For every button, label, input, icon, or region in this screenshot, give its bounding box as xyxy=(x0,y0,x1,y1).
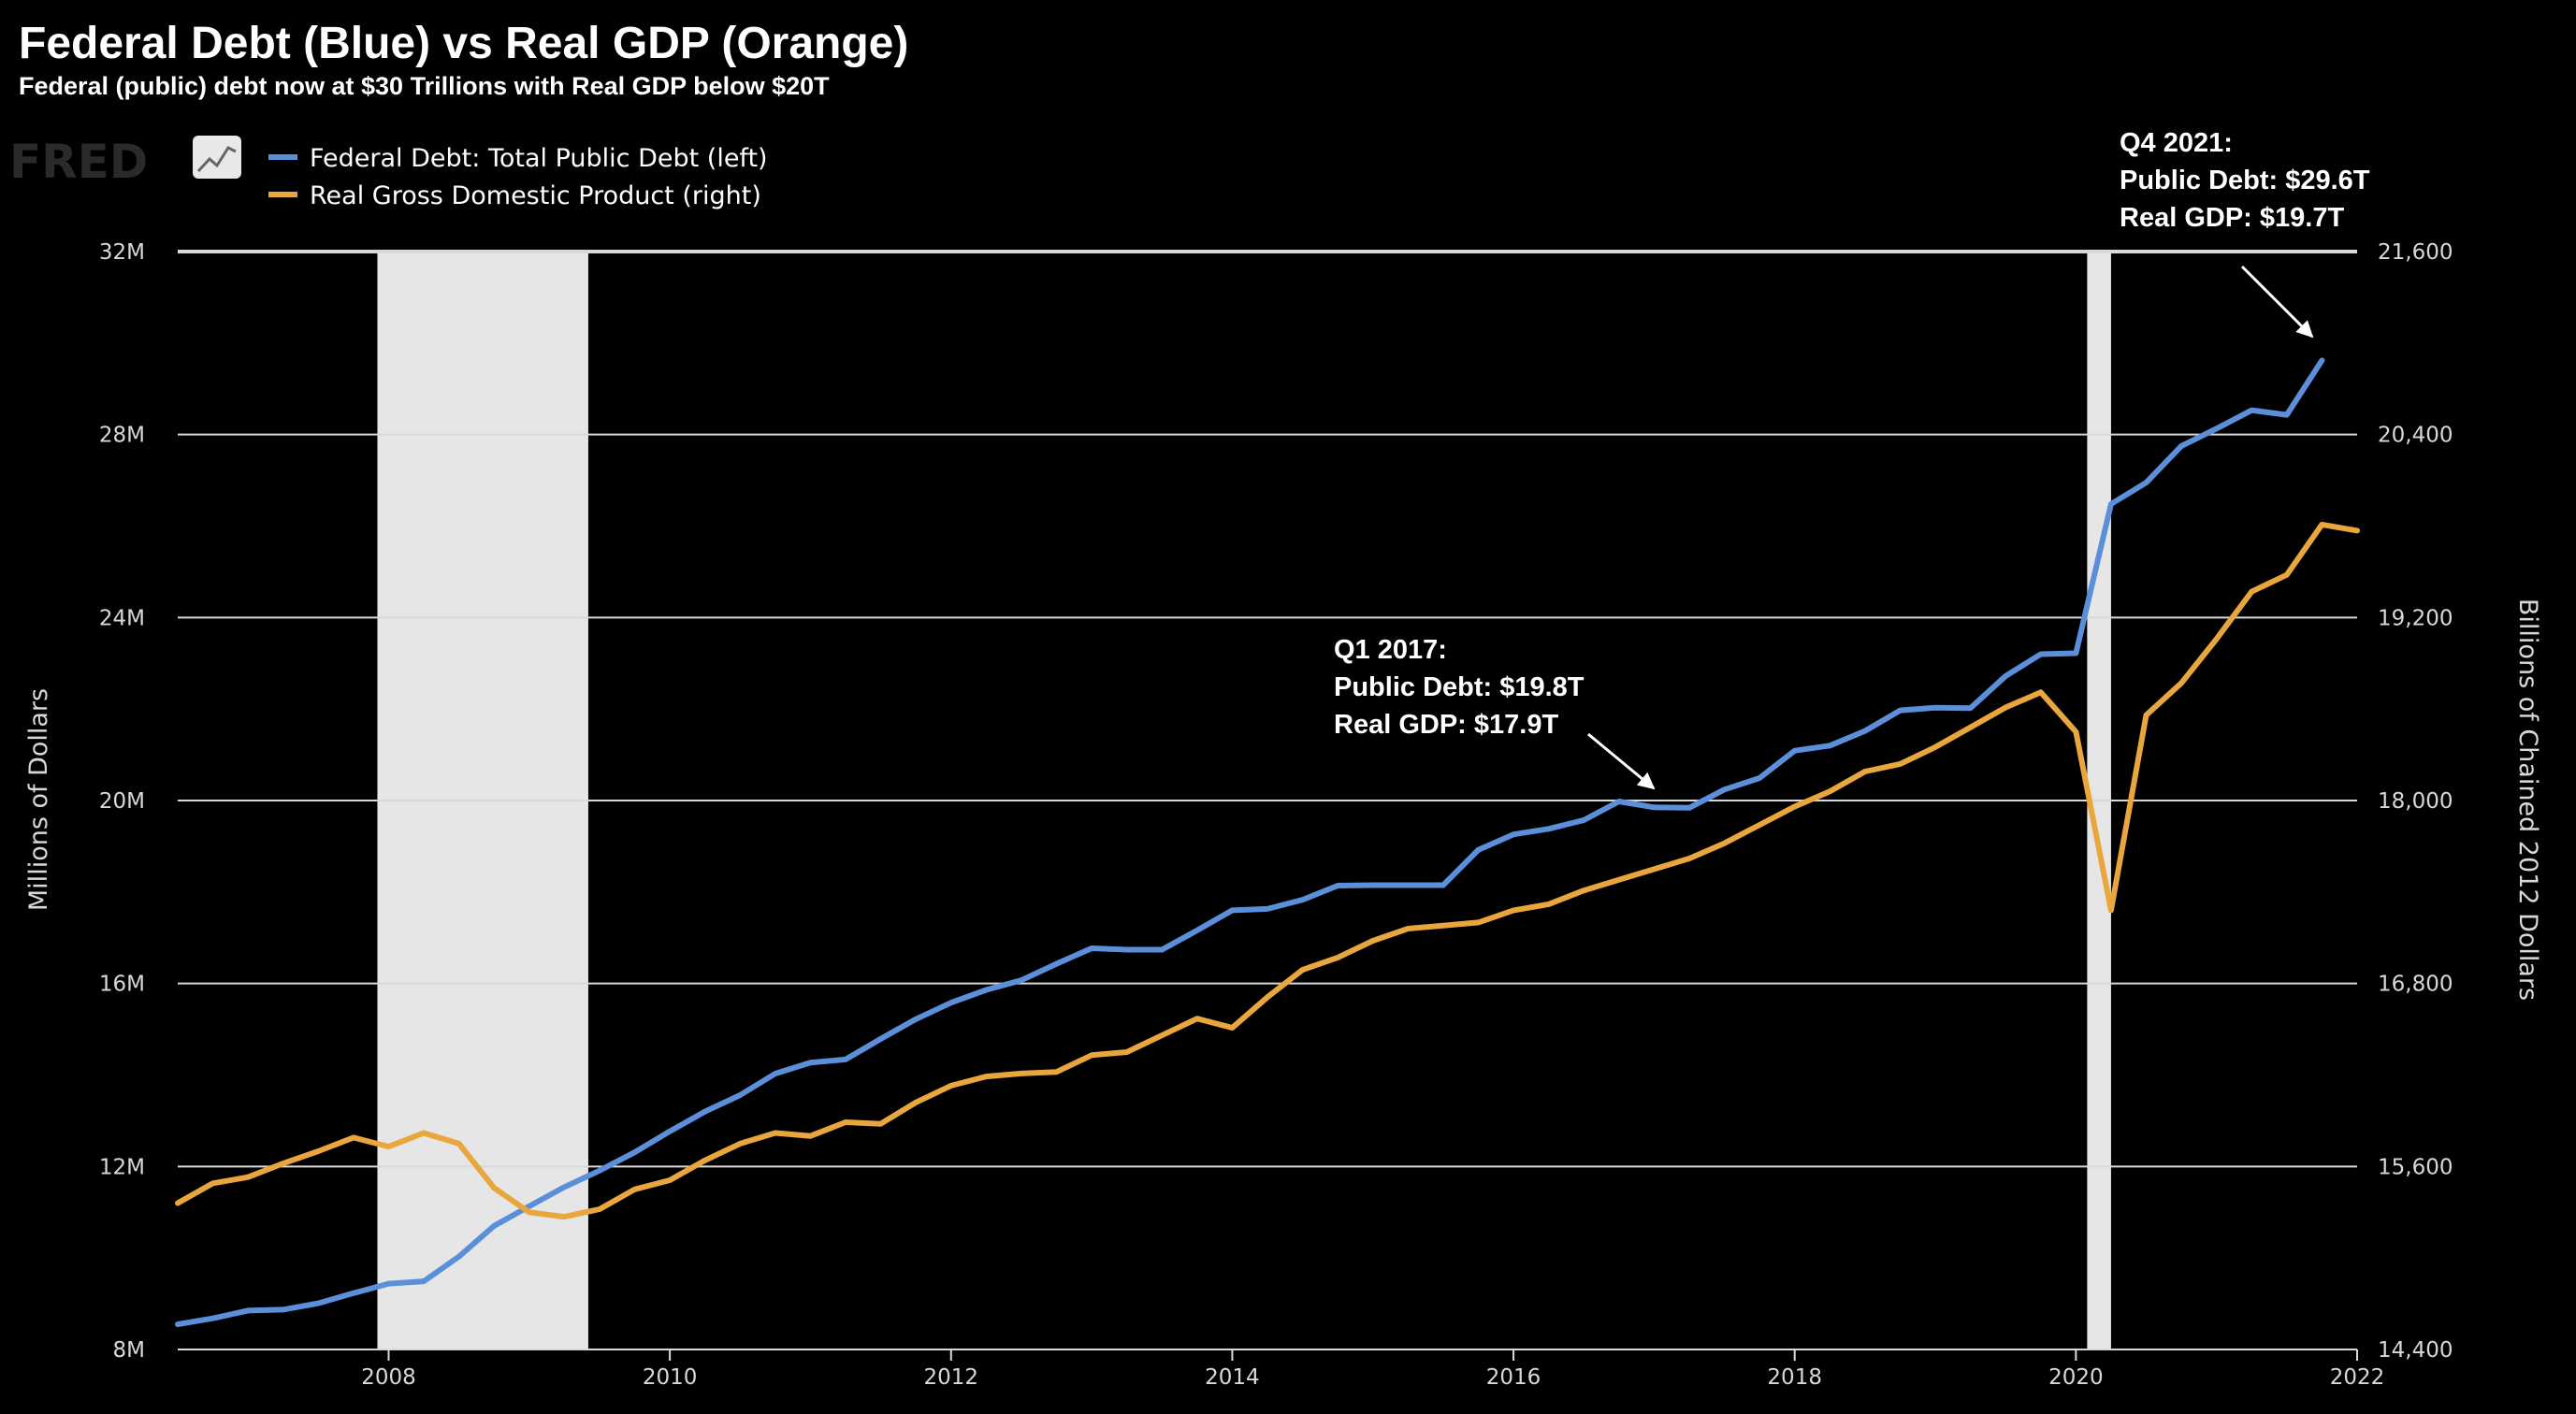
left-tick-label: 28M xyxy=(99,424,145,448)
x-tick-label: 2014 xyxy=(1205,1365,1260,1390)
right-tick-label: 19,200 xyxy=(2378,606,2453,630)
x-tick-label: 2018 xyxy=(1767,1365,1822,1390)
x-tick-label: 2020 xyxy=(2048,1365,2104,1390)
right-tick-label: 20,400 xyxy=(2378,424,2453,448)
x-tick-label: 2016 xyxy=(1486,1365,1541,1390)
x-tick-label: 2022 xyxy=(2330,1365,2385,1390)
fred-logo: FRED xyxy=(9,135,241,189)
annotation-line: Public Debt: $19.8T xyxy=(1334,672,1585,702)
right-axis-ticks: 14,400 15,600 16,800 18,000 19,200 20,400 21,6… xyxy=(2378,240,2453,1363)
annotation-line: Real GDP: $17.9T xyxy=(1334,710,1558,740)
fred-logo-graph-icon xyxy=(193,136,241,179)
legend-label-debt: Federal Debt: Total Public Debt (left) xyxy=(310,144,768,173)
annotation-0: Q1 2017: Public Debt: $19.8T Real GDP: $17… xyxy=(1334,635,1656,790)
left-tick-label: 20M xyxy=(99,789,145,814)
annotation-line: Q1 2017: xyxy=(1334,635,1447,665)
annotation-line: Public Debt: $29.6T xyxy=(2120,166,2370,195)
annotation-line: Q4 2021: xyxy=(2120,128,2233,158)
annotation-1: Q4 2021: Public Debt: $29.6T Real GDP: $19… xyxy=(2120,128,2370,339)
right-tick-label: 15,600 xyxy=(2378,1155,2453,1179)
x-tick-label: 2010 xyxy=(643,1365,698,1390)
x-tick-label: 2012 xyxy=(924,1365,979,1390)
chart-subtitle: Federal (public) debt now at $30 Trillio… xyxy=(19,72,830,100)
left-tick-label: 16M xyxy=(99,973,145,997)
right-axis-label: Billions of Chained 2012 Dollars xyxy=(2513,599,2542,1001)
left-tick-label: 8M xyxy=(113,1338,145,1363)
annotations: Q1 2017: Public Debt: $19.8T Real GDP: $17… xyxy=(1334,128,2370,790)
right-tick-label: 16,800 xyxy=(2378,973,2453,997)
fred-logo-text: FRED xyxy=(9,135,148,189)
legend-item-debt: Federal Debt: Total Public Debt (left) xyxy=(268,144,768,173)
right-tick-label: 14,400 xyxy=(2378,1338,2453,1363)
chart-title: Federal Debt (Blue) vs Real GDP (Orange) xyxy=(19,19,908,68)
right-tick-label: 18,000 xyxy=(2378,789,2453,814)
left-axis-label: Millions of Dollars xyxy=(24,688,53,911)
left-tick-label: 32M xyxy=(99,240,145,265)
annotation-arrow xyxy=(2240,265,2314,339)
annotation-line: Real GDP: $19.7T xyxy=(2120,203,2344,233)
left-tick-label: 24M xyxy=(99,606,145,630)
x-axis-ticks: 2008 2010 2012 2014 2016 2018 2020 2022 xyxy=(361,1349,2384,1390)
series-line-debt xyxy=(175,357,2325,1328)
legend-item-gdp: Real Gross Domestic Product (right) xyxy=(268,181,761,210)
series-line-gdp xyxy=(175,521,2360,1220)
annotation-arrow xyxy=(1587,732,1656,790)
legend-label-gdp: Real Gross Domestic Product (right) xyxy=(310,181,761,210)
right-tick-label: 21,600 xyxy=(2378,240,2453,265)
x-tick-label: 2008 xyxy=(361,1365,416,1390)
legend: Federal Debt: Total Public Debt (left) R… xyxy=(268,144,768,210)
gridlines xyxy=(178,250,2357,1350)
left-axis-ticks: 8M 12M 16M 20M 24M 28M 32M xyxy=(99,240,145,1363)
data-series xyxy=(175,357,2360,1328)
left-tick-label: 12M xyxy=(99,1155,145,1179)
